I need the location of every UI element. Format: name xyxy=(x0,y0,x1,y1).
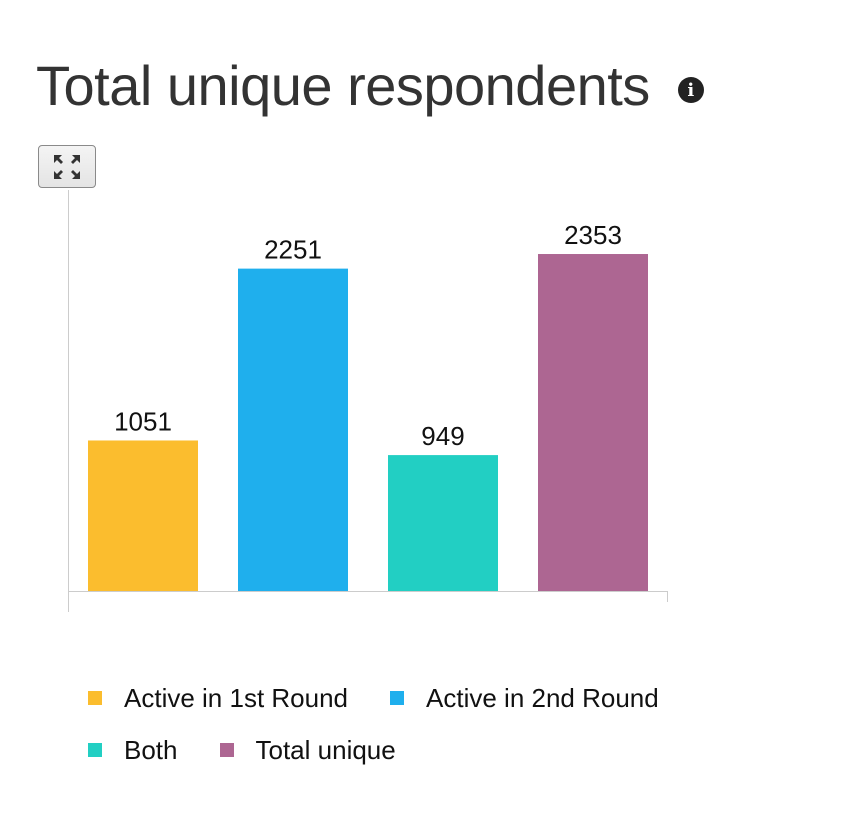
legend-label: Both xyxy=(124,734,178,765)
legend-label: Active in 1st Round xyxy=(124,682,349,713)
bar-both[interactable] xyxy=(388,455,498,591)
data-label-both: 949 xyxy=(421,421,464,451)
bar-chart: 1051 2251 949 2353 xyxy=(68,190,668,612)
expand-arrows-icon xyxy=(54,154,80,179)
chart-header: Total unique respondents i xyxy=(36,58,704,114)
bars-group xyxy=(88,254,648,591)
legend-swatch xyxy=(88,743,102,757)
legend-row: Active in 1st Round Active in 2nd Round xyxy=(88,680,728,716)
info-icon[interactable]: i xyxy=(677,77,704,103)
legend-row: Both Total unique xyxy=(88,732,728,768)
bar-active-in-2nd-round[interactable] xyxy=(238,268,348,591)
legend-label: Active in 2nd Round xyxy=(426,682,659,713)
data-labels-group: 1051 2251 949 2353 xyxy=(114,220,622,451)
data-label-active-in-2nd-round: 2251 xyxy=(264,235,322,265)
legend-label: Total unique xyxy=(255,734,396,765)
legend-item-both[interactable]: Both xyxy=(88,735,178,766)
bar-active-in-1st-round[interactable] xyxy=(88,440,198,591)
legend-swatch xyxy=(390,691,405,705)
bar-total-unique[interactable] xyxy=(538,254,648,591)
expand-button[interactable] xyxy=(38,145,96,188)
legend-swatch xyxy=(219,743,234,757)
legend-item-active-1st-round[interactable]: Active in 1st Round xyxy=(88,683,348,714)
data-label-total-unique: 2353 xyxy=(564,220,622,250)
legend-item-active-2nd-round[interactable]: Active in 2nd Round xyxy=(390,683,659,714)
legend-swatch xyxy=(88,691,102,705)
chart-title: Total unique respondents xyxy=(36,54,650,117)
data-label-active-in-1st-round: 1051 xyxy=(114,406,172,436)
legend-item-total-unique[interactable]: Total unique xyxy=(219,734,396,766)
legend: Active in 1st Round Active in 2nd Round … xyxy=(88,680,728,784)
